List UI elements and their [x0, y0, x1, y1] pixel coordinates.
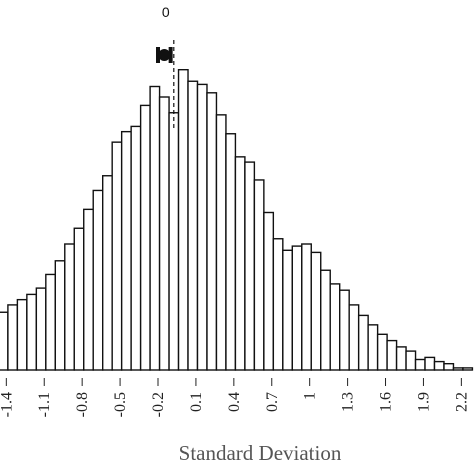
histogram-bar: [386, 339, 398, 371]
confidence-interval-left-cap: [156, 47, 160, 63]
histogram-bar: [234, 156, 246, 371]
x-tick-label: 2.2: [453, 392, 470, 412]
histogram-bar: [395, 346, 407, 371]
histogram-bar: [263, 211, 275, 371]
histogram-bar: [424, 356, 436, 371]
histogram-bar: [244, 161, 256, 371]
histogram-bar: [310, 251, 322, 371]
x-tick-label: 1: [302, 392, 319, 400]
point-estimate-dot: [158, 49, 171, 61]
histogram-bar: [149, 85, 161, 371]
x-tick-label: -0.2: [150, 392, 167, 417]
histogram-bar: [26, 293, 38, 371]
x-tick-label: 1.6: [378, 392, 395, 412]
histogram-bar: [35, 287, 47, 371]
histogram-bar: [272, 238, 284, 371]
histogram-bar: [215, 114, 227, 371]
histogram-bar: [339, 289, 350, 371]
histogram-bar: [73, 227, 85, 371]
x-tick-label: 0.7: [264, 392, 281, 412]
x-tick-label: 0.4: [226, 392, 243, 412]
histogram-bar: [291, 245, 303, 371]
x-axis-label: Standard Deviation: [179, 441, 342, 465]
histogram-bar: [253, 179, 265, 371]
histogram-bar: [357, 314, 369, 371]
histogram-bar: [64, 243, 75, 371]
histogram-bar: [367, 324, 379, 371]
histogram-bar: [433, 360, 445, 371]
histogram-bar: [16, 298, 28, 371]
histogram-bar: [139, 104, 151, 371]
point-estimate: [156, 47, 173, 63]
histogram-bar: [329, 283, 341, 371]
reference-line-label: 0: [162, 4, 170, 20]
histogram-bar: [0, 311, 9, 371]
histogram-bars: [0, 68, 474, 371]
histogram-bar: [301, 243, 312, 371]
histogram-bar: [120, 130, 132, 371]
histogram-bar: [54, 260, 66, 371]
histogram-bar: [405, 350, 417, 371]
histogram-bar: [196, 83, 208, 371]
confidence-interval-right-cap: [168, 47, 173, 63]
x-tick-label: 1.9: [415, 392, 432, 412]
histogram-bar: [101, 175, 113, 371]
histogram-bar: [206, 92, 218, 371]
x-axis-ticks: -1.4 -1.1 -0.8 -0.5 -0.2 0.1 0.4 0.7 1 1.3 1.6 1.9 2…: [0, 378, 470, 417]
x-tick-label: 1.3: [340, 392, 357, 412]
histogram-bar: [348, 304, 360, 371]
histogram-bar: [45, 273, 56, 371]
histogram-bar: [83, 208, 94, 371]
x-tick-label: -0.5: [112, 392, 129, 417]
histogram-bar: [376, 333, 388, 371]
histogram-bar: [414, 358, 426, 371]
x-tick-label: -1.4: [0, 392, 15, 417]
histogram-bar: [462, 367, 474, 371]
histogram-bar: [177, 68, 189, 371]
histogram-bar: [282, 249, 294, 371]
histogram-bar: [225, 133, 237, 371]
histogram-bar: [92, 189, 104, 371]
histogram-bar: [187, 80, 199, 371]
x-tick-label: 0.1: [188, 392, 205, 412]
histogram-bar: [443, 363, 455, 371]
reference-marker: 0: [162, 4, 175, 130]
histogram-bar: [320, 269, 331, 371]
histogram-bar: [111, 141, 123, 371]
x-tick-label: -1.1: [36, 392, 53, 417]
histogram-bar: [7, 304, 19, 371]
histogram-bar: [130, 125, 142, 371]
histogram-bar: [452, 367, 464, 371]
histogram-bar: [158, 96, 170, 371]
x-tick-label: -0.8: [74, 392, 91, 417]
histogram-bar: [168, 112, 180, 371]
